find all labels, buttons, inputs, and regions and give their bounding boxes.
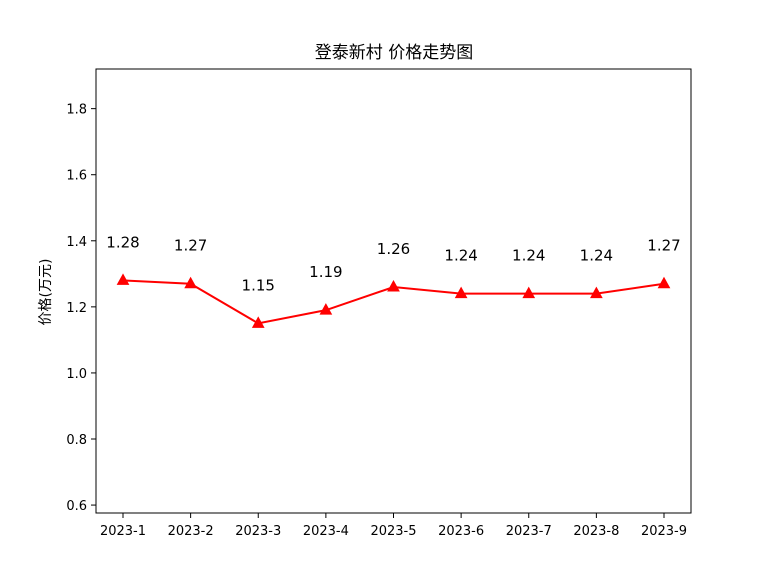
y-tick-label: 1.8 [66, 103, 87, 118]
data-label: 1.27 [174, 237, 207, 255]
x-tick-label: 2023-7 [506, 524, 552, 539]
data-label: 1.24 [444, 247, 477, 265]
data-point-marker [522, 286, 536, 299]
y-tick-label: 1.2 [66, 301, 87, 316]
data-label: 1.27 [647, 237, 680, 255]
data-label: 1.15 [242, 276, 275, 294]
data-point-marker [454, 286, 468, 299]
y-tick-label: 1.0 [66, 367, 87, 382]
x-tick-label: 2023-2 [168, 524, 214, 539]
data-point-marker [590, 286, 603, 299]
x-tick-label: 2023-5 [370, 524, 416, 539]
data-point-marker [319, 303, 333, 315]
data-label: 1.19 [309, 263, 342, 281]
data-label: 1.26 [377, 240, 410, 258]
data-label: 1.28 [106, 233, 139, 251]
y-tick-label: 0.8 [66, 433, 87, 448]
data-point-marker [251, 316, 265, 328]
x-tick-label: 2023-6 [438, 524, 484, 539]
x-tick-label: 2023-3 [235, 524, 281, 539]
chart-title: 登泰新村 价格走势图 [315, 43, 473, 63]
data-label: 1.24 [512, 247, 545, 265]
y-axis: 0.6 0.8 1.0 1.2 1.4 1.6 1.8 [66, 103, 96, 514]
x-tick-label: 2023-1 [100, 524, 146, 539]
data-point-marker [387, 279, 400, 292]
series-layer: 1.28 1.27 1.15 1.19 1.26 1.24 1.24 1.24 1.27 [106, 233, 681, 328]
x-tick-label: 2023-8 [573, 524, 619, 539]
x-axis: 2023-1 2023-2 2023-3 2023-4 2023-5 2023-6 2023… [100, 513, 687, 539]
y-tick-label: 1.4 [66, 235, 87, 250]
y-tick-label: 1.6 [66, 169, 87, 184]
y-tick-label: 0.6 [66, 499, 87, 514]
x-tick-label: 2023-9 [641, 524, 687, 539]
x-tick-label: 2023-4 [303, 524, 349, 539]
data-label: 1.24 [580, 247, 613, 265]
data-point-marker [184, 276, 197, 289]
y-axis-label: 价格(万元) [38, 259, 54, 326]
data-point-marker [657, 276, 671, 289]
data-point-marker [116, 273, 130, 285]
